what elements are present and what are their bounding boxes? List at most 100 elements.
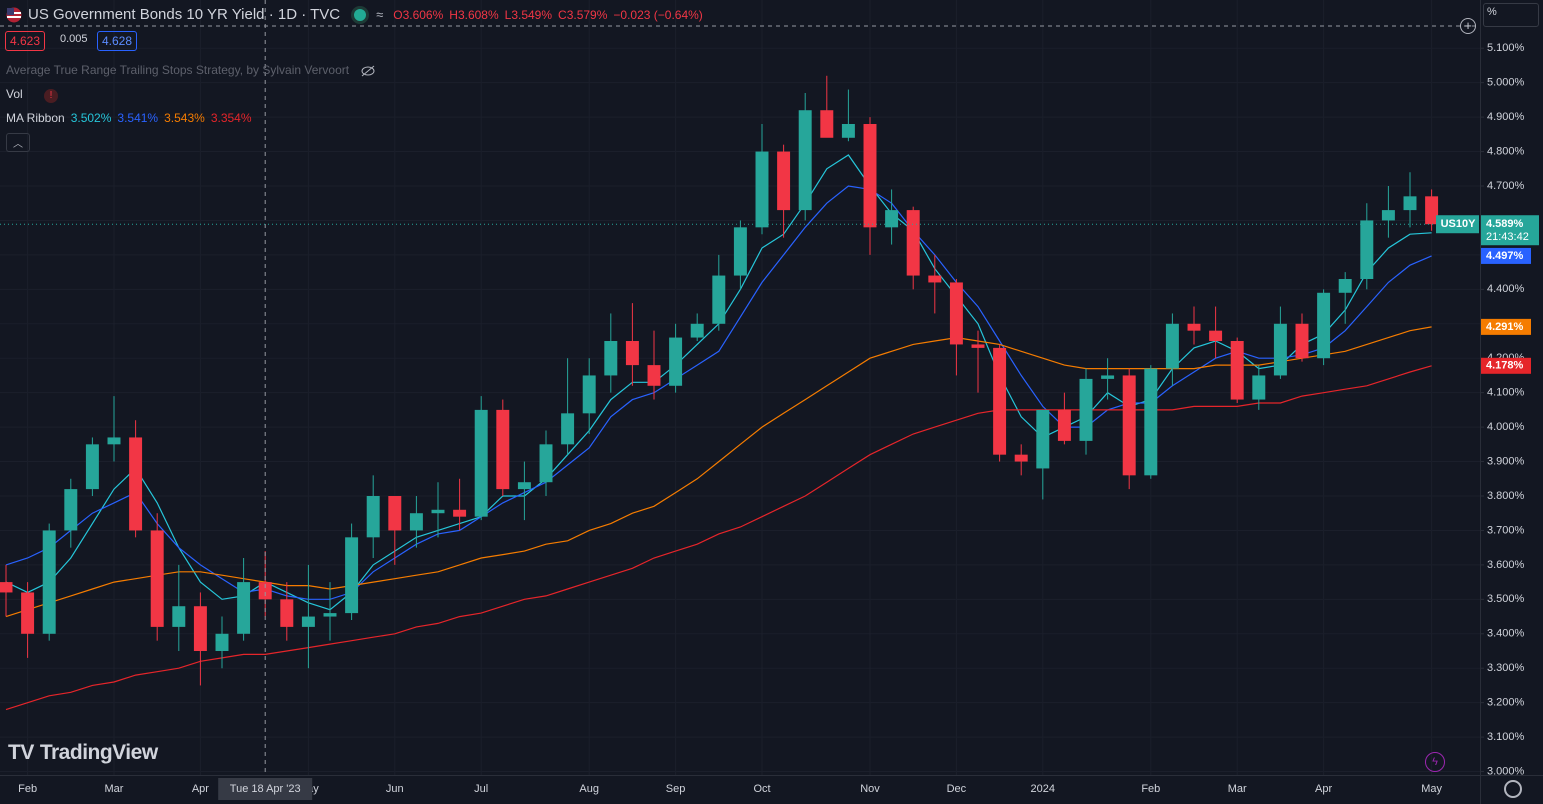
hidden-icon[interactable] bbox=[360, 64, 376, 78]
ma-price-label: 4.291% bbox=[1486, 321, 1524, 333]
market-status[interactable] bbox=[354, 8, 367, 21]
unit-selector[interactable]: % bbox=[1483, 3, 1539, 27]
candle-body bbox=[366, 496, 380, 538]
candle-body bbox=[1101, 375, 1115, 379]
ma-price-label: 4.497% bbox=[1486, 250, 1524, 262]
strategy-name: Average True Range Trailing Stops Strate… bbox=[6, 63, 350, 77]
lightning-button[interactable]: ϟ bbox=[1425, 752, 1445, 772]
ma-price-label: 4.178% bbox=[1486, 360, 1524, 372]
y-tick-label: 4.700% bbox=[1487, 180, 1525, 192]
candle-body bbox=[1338, 279, 1352, 293]
y-tick-label: 4.900% bbox=[1487, 111, 1525, 123]
ohlc-high: H3.608% bbox=[449, 7, 499, 22]
logo[interactable]: TV TradingView bbox=[8, 741, 158, 764]
candle-body bbox=[690, 323, 704, 338]
candle-body bbox=[85, 444, 99, 490]
candle-body bbox=[150, 530, 164, 627]
vol-name: Vol bbox=[6, 87, 23, 101]
candle-body bbox=[1036, 409, 1050, 469]
candle-body bbox=[582, 375, 596, 414]
candle-body bbox=[215, 633, 229, 651]
y-tick-label: 4.000% bbox=[1487, 421, 1525, 433]
ma-ribbon-legend[interactable]: MA Ribbon 3.502% 3.541% 3.543% 3.354% bbox=[6, 111, 252, 125]
ma-ribbon-name: MA Ribbon bbox=[6, 111, 65, 125]
add-button[interactable]: + bbox=[1460, 18, 1476, 34]
candle-body bbox=[841, 124, 855, 138]
candle-body bbox=[1144, 368, 1158, 476]
ohlc-low: L3.549% bbox=[504, 7, 553, 22]
candle-body bbox=[345, 537, 359, 614]
ohlc-close: C3.579% bbox=[558, 7, 608, 22]
candle-body bbox=[1079, 378, 1093, 441]
candle-body bbox=[1187, 323, 1201, 331]
candle-body bbox=[1273, 323, 1287, 376]
settings-button[interactable] bbox=[1504, 780, 1522, 798]
candle-body bbox=[820, 110, 834, 138]
sell-button[interactable]: 4.623 bbox=[5, 31, 46, 51]
candle-body bbox=[453, 509, 467, 517]
candle-body bbox=[129, 437, 143, 531]
candle-body bbox=[1381, 210, 1395, 221]
candle-body bbox=[777, 151, 791, 211]
candle-body bbox=[712, 275, 726, 324]
x-tick-label: Mar bbox=[105, 783, 124, 795]
ohlc-change: −0.023 (−0.64%) bbox=[613, 7, 703, 22]
candle-body bbox=[1252, 375, 1266, 400]
x-tick-label: 2024 bbox=[1031, 783, 1055, 795]
collapse-legend-button[interactable]: ︿ bbox=[6, 133, 30, 152]
ma-legend-value: 3.543% bbox=[164, 111, 205, 125]
candle-body bbox=[107, 437, 121, 445]
last-price-box bbox=[1481, 215, 1539, 246]
compare-icon[interactable]: ≈ bbox=[376, 7, 384, 22]
vol-legend[interactable]: Vol ! bbox=[6, 87, 59, 103]
y-tick-label: 4.400% bbox=[1487, 283, 1525, 295]
candle-body bbox=[1360, 220, 1374, 279]
candle-body bbox=[496, 409, 510, 490]
candle-body bbox=[21, 592, 35, 634]
last-price-label: 4.589% bbox=[1486, 218, 1524, 230]
y-tick-label: 3.000% bbox=[1487, 765, 1525, 777]
flag-icon bbox=[6, 7, 22, 22]
error-icon[interactable]: ! bbox=[44, 89, 59, 103]
x-tick-label: Feb bbox=[18, 783, 37, 795]
candle-body bbox=[733, 227, 747, 276]
x-tick-label: Jun bbox=[386, 783, 404, 795]
x-tick-label: Dec bbox=[947, 783, 967, 795]
y-tick-label: 3.100% bbox=[1487, 731, 1525, 743]
x-tick-label: May bbox=[1421, 783, 1442, 795]
ma-line bbox=[5, 365, 1432, 711]
candle-body bbox=[1403, 196, 1417, 211]
strategy-legend[interactable]: Average True Range Trailing Stops Strate… bbox=[6, 63, 376, 78]
symbol-title[interactable]: US Government Bonds 10 YR Yield · 1D · T… bbox=[28, 6, 341, 23]
candle-body bbox=[193, 606, 207, 651]
ma-legend-value: 3.354% bbox=[210, 111, 252, 125]
candle-body bbox=[1295, 323, 1309, 359]
candle-body bbox=[755, 151, 769, 228]
candle-body bbox=[561, 413, 575, 445]
candle-body bbox=[993, 347, 1007, 455]
candle-body bbox=[885, 210, 899, 228]
candle-body bbox=[280, 599, 294, 627]
countdown-label: 21:43:42 bbox=[1486, 231, 1529, 243]
ma-legend-value: 3.541% bbox=[117, 111, 159, 125]
candle-body bbox=[42, 530, 56, 634]
buy-button[interactable]: 4.628 bbox=[97, 31, 138, 51]
symbol-label: US10Y bbox=[1441, 218, 1477, 230]
y-tick-label: 3.900% bbox=[1487, 455, 1525, 467]
candle-body bbox=[798, 110, 812, 211]
price-axis bbox=[1480, 0, 1543, 804]
candle-body bbox=[949, 282, 963, 345]
candle-body bbox=[1209, 330, 1223, 341]
y-tick-label: 3.500% bbox=[1487, 593, 1525, 605]
candle-body bbox=[431, 509, 445, 514]
x-tick-label: Jul bbox=[474, 783, 488, 795]
y-tick-label: 3.700% bbox=[1487, 524, 1525, 536]
x-tick-label: Oct bbox=[753, 783, 770, 795]
x-tick-label: Aug bbox=[579, 783, 599, 795]
ma-legend-value: 3.502% bbox=[70, 111, 112, 125]
candle-body bbox=[647, 365, 661, 386]
x-tick-label: Sep bbox=[666, 783, 686, 795]
candle-body bbox=[625, 341, 639, 366]
